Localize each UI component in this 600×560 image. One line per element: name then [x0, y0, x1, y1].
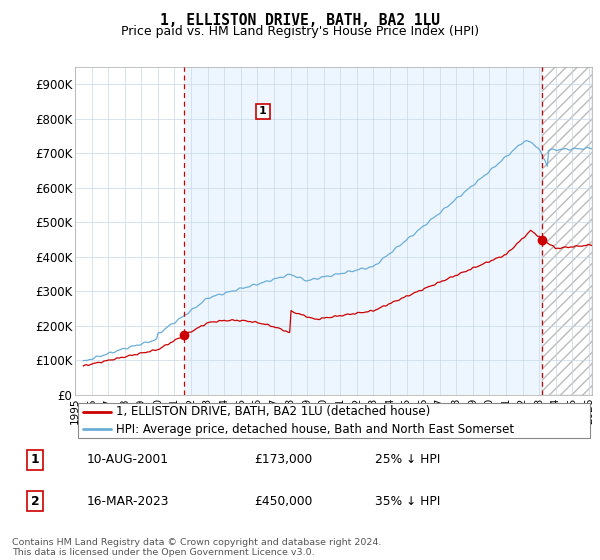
Text: 1: 1	[31, 453, 40, 466]
Text: 25% ↓ HPI: 25% ↓ HPI	[375, 453, 440, 466]
Text: £173,000: £173,000	[254, 453, 312, 466]
Text: 16-MAR-2023: 16-MAR-2023	[87, 494, 169, 508]
Text: Contains HM Land Registry data © Crown copyright and database right 2024.
This d: Contains HM Land Registry data © Crown c…	[12, 538, 382, 557]
Text: 1: 1	[259, 106, 267, 116]
Text: 1, ELLISTON DRIVE, BATH, BA2 1LU (detached house): 1, ELLISTON DRIVE, BATH, BA2 1LU (detach…	[116, 405, 431, 418]
Text: 35% ↓ HPI: 35% ↓ HPI	[375, 494, 440, 508]
Bar	[184, 67, 542, 395]
Bar	[542, 67, 592, 395]
Text: 1, ELLISTON DRIVE, BATH, BA2 1LU: 1, ELLISTON DRIVE, BATH, BA2 1LU	[160, 13, 440, 29]
Text: Price paid vs. HM Land Registry's House Price Index (HPI): Price paid vs. HM Land Registry's House …	[121, 25, 479, 38]
Text: 2: 2	[31, 494, 40, 508]
Text: 10-AUG-2001: 10-AUG-2001	[87, 453, 169, 466]
FancyBboxPatch shape	[77, 403, 590, 438]
Text: £450,000: £450,000	[254, 494, 312, 508]
Text: HPI: Average price, detached house, Bath and North East Somerset: HPI: Average price, detached house, Bath…	[116, 423, 515, 436]
